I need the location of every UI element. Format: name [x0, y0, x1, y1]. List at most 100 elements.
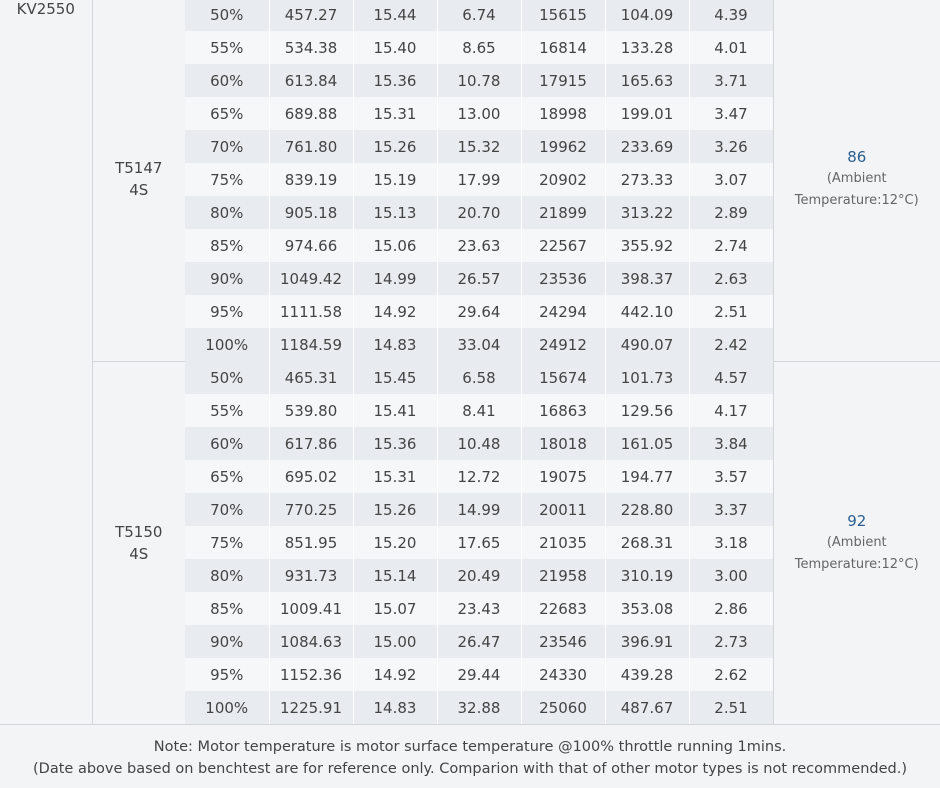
table-cell: 21035: [521, 526, 606, 559]
table-cell: 85%: [185, 229, 270, 262]
table-cell: 15.36: [353, 64, 438, 97]
table-cell: 689.88: [269, 97, 354, 130]
table-cell: 905.18: [269, 196, 354, 229]
table-row: 100% 1184.59 14.83 33.04 24912 490.07 2.42: [0, 328, 940, 361]
table-cell: 974.66: [269, 229, 354, 262]
benchmark-table: KV2550 T5147 4S 50% 457.27 15.44 6.74 15615 104.…: [0, 0, 940, 724]
table-cell: 100%: [185, 691, 270, 724]
table-cell: 770.25: [269, 493, 354, 526]
table-cell: 55%: [185, 31, 270, 64]
table-cell: 75%: [185, 526, 270, 559]
table-cell: 15.19: [353, 163, 438, 196]
prop-name: T5150: [115, 522, 163, 541]
table-cell: 1111.58: [269, 295, 354, 328]
table-cell: 15615: [521, 0, 606, 31]
footer-line-2: (Date above based on benchtest are for r…: [33, 761, 907, 777]
table-cell: 2.51: [689, 295, 773, 328]
table-cell: 16863: [521, 394, 606, 427]
table-cell: 3.26: [689, 130, 773, 163]
table-cell: 15.41: [353, 394, 438, 427]
table-row: 55% 534.38 15.40 8.65 16814 133.28 4.01: [0, 31, 940, 64]
table-cell: 487.67: [605, 691, 690, 724]
table-cell: 50%: [185, 0, 270, 31]
table-row: T5150 4S 50% 465.31 15.45 6.58 15674 101.73 4.57…: [0, 360, 940, 724]
temperature-value: 92: [847, 511, 867, 530]
table-cell: 2.63: [689, 262, 773, 295]
table-cell: 15674: [521, 361, 606, 394]
table-cell: 23546: [521, 625, 606, 658]
table-cell: 4.39: [689, 0, 773, 31]
table-cell: 15.36: [353, 427, 438, 460]
table-cell: 15.26: [353, 493, 438, 526]
table-cell: 23.63: [437, 229, 522, 262]
table-cell: 353.08: [605, 592, 690, 625]
table-row: 65% 695.02 15.31 12.72 19075 194.77 3.57: [0, 460, 940, 493]
table-cell: 80%: [185, 559, 270, 592]
table-cell: 3.37: [689, 493, 773, 526]
table-cell: 70%: [185, 130, 270, 163]
table-cell: 24294: [521, 295, 606, 328]
table-row: 80% 905.18 15.13 20.70 21899 313.22 2.89: [0, 196, 940, 229]
table-cell: 15.31: [353, 460, 438, 493]
table-cell: 931.73: [269, 559, 354, 592]
table-cell: 2.89: [689, 196, 773, 229]
table-row: 75% 851.95 15.20 17.65 21035 268.31 3.18: [0, 526, 940, 559]
table-row: 95% 1152.36 14.92 29.44 24330 439.28 2.62: [0, 658, 940, 691]
table-cell: 32.88: [437, 691, 522, 724]
table-cell: 2.62: [689, 658, 773, 691]
table-cell: 23536: [521, 262, 606, 295]
table-cell: 165.63: [605, 64, 690, 97]
table-cell: 4.57: [689, 361, 773, 394]
table-cell: 101.73: [605, 361, 690, 394]
temperature-note: (Ambient: [826, 534, 887, 550]
temperature-value: 86: [847, 148, 867, 167]
footer-line-1: Note: Motor temperature is motor surface…: [153, 739, 787, 755]
table-cell: 17.65: [437, 526, 522, 559]
table-cell: 2.86: [689, 592, 773, 625]
battery-cells: 4S: [129, 181, 149, 200]
table-cell: 95%: [185, 658, 270, 691]
table-cell: 50%: [185, 361, 270, 394]
table-cell: 65%: [185, 460, 270, 493]
table-row: 85% 974.66 15.06 23.63 22567 355.92 2.74: [0, 229, 940, 262]
table-cell: 15.40: [353, 31, 438, 64]
table-cell: 29.44: [437, 658, 522, 691]
table-cell: 55%: [185, 394, 270, 427]
table-cell: 104.09: [605, 0, 690, 31]
table-row: 60% 613.84 15.36 10.78 17915 165.63 3.71: [0, 64, 940, 97]
table-cell: 4.17: [689, 394, 773, 427]
table-cell: 14.83: [353, 691, 438, 724]
table-cell: 15.20: [353, 526, 438, 559]
table-cell: 14.92: [353, 295, 438, 328]
motor-temperature-cell: 92 (Ambient Temperature:12°C): [772, 360, 940, 724]
table-cell: 194.77: [605, 460, 690, 493]
table-cell: 273.33: [605, 163, 690, 196]
table-cell: 6.58: [437, 361, 522, 394]
table-cell: 465.31: [269, 361, 354, 394]
table-cell: 90%: [185, 262, 270, 295]
table-cell: 1049.42: [269, 262, 354, 295]
table-row: 90% 1084.63 15.00 26.47 23546 396.91 2.73: [0, 625, 940, 658]
table-cell: 10.78: [437, 64, 522, 97]
table-row: 90% 1049.42 14.99 26.57 23536 398.37 2.63: [0, 262, 940, 295]
table-cell: 26.47: [437, 625, 522, 658]
prop-cell: T5150 4S: [92, 360, 185, 724]
table-cell: 3.84: [689, 427, 773, 460]
table-cell: 457.27: [269, 0, 354, 31]
table-cell: 161.05: [605, 427, 690, 460]
table-cell: 14.92: [353, 658, 438, 691]
table-row: KV2550 T5147 4S 50% 457.27 15.44 6.74 15615 104.…: [0, 0, 940, 724]
table-row: 80% 931.73 15.14 20.49 21958 310.19 3.00: [0, 559, 940, 592]
table-cell: 60%: [185, 64, 270, 97]
table-cell: 2.51: [689, 691, 773, 724]
table-cell: 14.83: [353, 328, 438, 361]
table-cell: 65%: [185, 97, 270, 130]
table-cell: 18998: [521, 97, 606, 130]
motor-temperature-cell: 86 (Ambient Temperature:12°C): [772, 0, 940, 361]
table-cell: 20902: [521, 163, 606, 196]
table-row: 95% 1111.58 14.92 29.64 24294 442.10 2.51: [0, 295, 940, 328]
table-cell: 398.37: [605, 262, 690, 295]
table-cell: 25060: [521, 691, 606, 724]
table-cell: 233.69: [605, 130, 690, 163]
